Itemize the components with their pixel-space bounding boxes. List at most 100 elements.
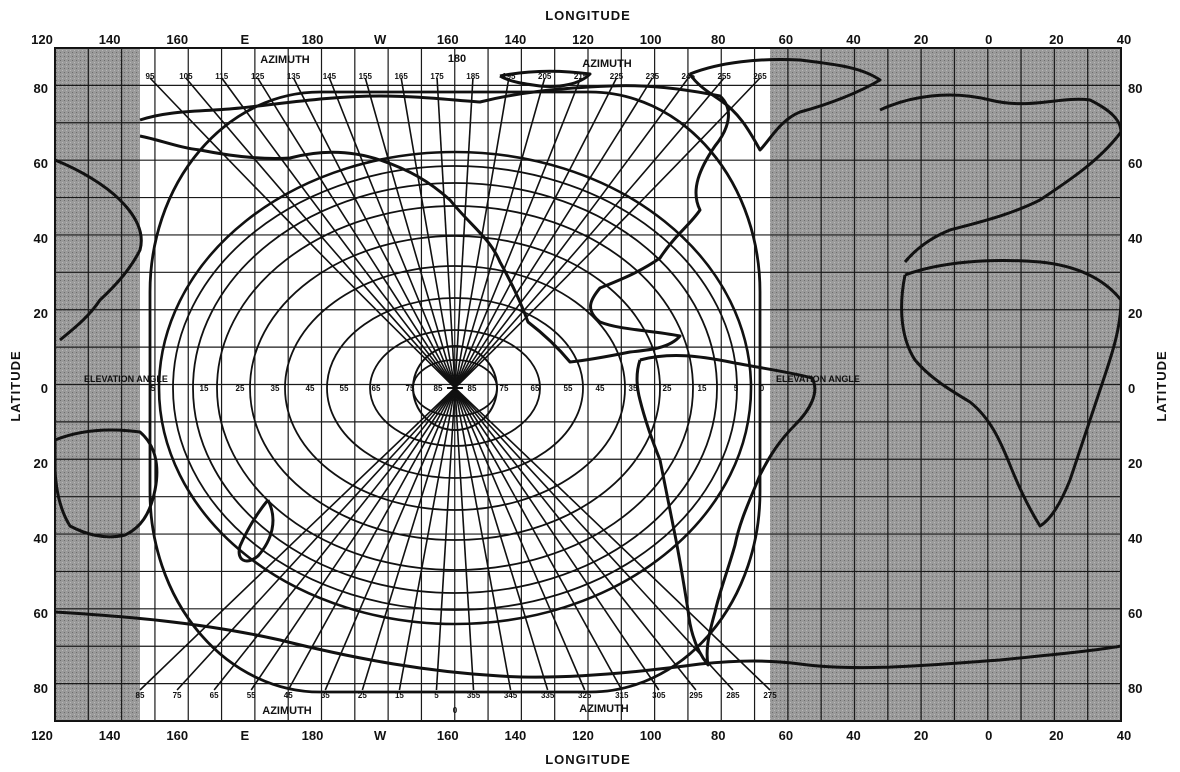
elevation-note-right: ELEVATION ANGLE bbox=[776, 374, 860, 384]
longitude-tick-top: 140 bbox=[99, 32, 121, 47]
elevation-contour bbox=[284, 265, 626, 511]
longitude-tick-bottom: 160 bbox=[437, 728, 459, 743]
elevation-tick: 5 bbox=[151, 384, 156, 393]
latitude-tick-left: 80 bbox=[34, 681, 48, 696]
latitude-tick-left: 0 bbox=[41, 381, 48, 396]
azimuth-tick-top: 235 bbox=[646, 72, 660, 81]
longitude-tick-top: 100 bbox=[640, 32, 662, 47]
longitude-tick-bottom: E bbox=[241, 728, 250, 743]
latitude-tick-left: 60 bbox=[34, 156, 48, 171]
azimuth-tick-top: 135 bbox=[287, 72, 301, 81]
longitude-tick-bottom: W bbox=[374, 728, 387, 743]
azimuth-tick-top: 115 bbox=[215, 72, 228, 81]
elevation-contour bbox=[249, 235, 661, 541]
azimuth-tick-top: 215 bbox=[574, 72, 588, 81]
longitude-tick-top: E bbox=[241, 32, 250, 47]
elevation-tick: 65 bbox=[531, 384, 540, 393]
coast-arctic-islands bbox=[499, 69, 592, 88]
latitude-tick-right: 20 bbox=[1128, 306, 1142, 321]
axis-title-right: LATITUDE bbox=[1154, 350, 1169, 421]
azimuth-tick-bottom: 65 bbox=[210, 691, 219, 700]
elevation-note-left: ELEVATION ANGLE bbox=[84, 374, 168, 384]
azimuth-curve bbox=[176, 387, 456, 691]
azimuth-curve bbox=[454, 77, 689, 389]
azimuth-tick-bottom: 325 bbox=[578, 691, 592, 700]
elevation-tick: 75 bbox=[500, 384, 509, 393]
azimuth-title: AZIMUTH bbox=[262, 705, 312, 717]
longitude-tick-top: W bbox=[374, 32, 387, 47]
longitude-tick-top: 180 bbox=[302, 32, 324, 47]
longitude-tick-bottom: 140 bbox=[99, 728, 121, 743]
azimuth-curve bbox=[400, 77, 456, 389]
azimuth-curve bbox=[436, 77, 456, 389]
azimuth-curve bbox=[213, 387, 456, 691]
azimuth-curve bbox=[292, 77, 456, 389]
tick-labels: 120 120 140 140 160 160 E E 180 180 W W 160 160 140 140… bbox=[31, 32, 1142, 743]
elevation-tick: 45 bbox=[596, 384, 605, 393]
longitude-tick-bottom: 120 bbox=[31, 728, 53, 743]
latitude-tick-left: 40 bbox=[34, 531, 48, 546]
coast-new-zealand bbox=[237, 499, 275, 563]
longitude-tick-top: 60 bbox=[779, 32, 793, 47]
azimuth-tick-top: 165 bbox=[394, 72, 408, 81]
latitude-tick-left: 60 bbox=[34, 606, 48, 621]
longitude-tick-bottom: 160 bbox=[166, 728, 188, 743]
azimuth-tick-top: 155 bbox=[359, 72, 373, 81]
azimuth-tick-bottom: 295 bbox=[689, 691, 703, 700]
longitude-tick-top: 0 bbox=[985, 32, 992, 47]
coast-south-america bbox=[635, 354, 817, 667]
azimuth-tick-bottom: 15 bbox=[395, 691, 404, 700]
azimuth-curve bbox=[324, 387, 456, 691]
longitude-tick-top: 140 bbox=[505, 32, 527, 47]
azimuth-tick-bottom: 305 bbox=[652, 691, 666, 700]
elevation-tick: 85 bbox=[468, 384, 477, 393]
azimuth-center-bottom: 0 bbox=[453, 706, 458, 715]
azimuth-curve bbox=[454, 387, 586, 691]
elevation-contour bbox=[157, 150, 753, 626]
elevation-contour bbox=[192, 182, 718, 594]
elevation-tick: 15 bbox=[698, 384, 707, 393]
azimuth-elevation-overlay bbox=[139, 77, 771, 694]
azimuth-tick-top: 125 bbox=[251, 72, 265, 81]
azimuth-curve bbox=[454, 77, 618, 389]
longitude-tick-bottom: 120 bbox=[572, 728, 594, 743]
longitude-tick-top: 20 bbox=[1049, 32, 1063, 47]
azimuth-tick-bottom: 315 bbox=[615, 691, 629, 700]
coast-antarctica bbox=[55, 610, 1121, 679]
longitude-tick-bottom: 40 bbox=[846, 728, 860, 743]
azimuth-tick-bottom: 55 bbox=[247, 691, 256, 700]
azimuth-center-top: 180 bbox=[448, 53, 466, 65]
azimuth-curve bbox=[250, 387, 456, 691]
azimuth-curve bbox=[221, 77, 456, 389]
coastlines bbox=[55, 58, 1121, 679]
azimuth-curve bbox=[149, 77, 456, 389]
azimuth-tick-top: 245 bbox=[682, 72, 696, 81]
azimuth-curve bbox=[454, 77, 654, 389]
azimuth-curve bbox=[454, 387, 549, 691]
azimuth-curve bbox=[454, 387, 475, 691]
latitude-tick-right: 40 bbox=[1128, 531, 1142, 546]
longitude-tick-top: 40 bbox=[1117, 32, 1131, 47]
elevation-tick: 35 bbox=[271, 384, 280, 393]
axis-title-left: LATITUDE bbox=[8, 350, 23, 421]
azimuth-tick-top: 95 bbox=[146, 72, 155, 81]
elevation-tick: 25 bbox=[236, 384, 245, 393]
azimuth-tick-bottom: 85 bbox=[136, 691, 145, 700]
azimuth-curve bbox=[364, 77, 456, 389]
azimuth-tick-bottom: 45 bbox=[284, 691, 293, 700]
azimuth-tick-top: 255 bbox=[717, 72, 731, 81]
azimuth-title: AZIMUTH bbox=[582, 58, 632, 70]
azimuth-tick-bottom: 35 bbox=[321, 691, 330, 700]
azimuth-curve bbox=[328, 77, 456, 389]
latitude-tick-right: 80 bbox=[1128, 681, 1142, 696]
azimuth-curve bbox=[454, 77, 474, 389]
azimuth-curve bbox=[454, 77, 761, 389]
elevation-contour bbox=[369, 329, 541, 447]
azimuth-tick-top: 145 bbox=[323, 72, 337, 81]
coast-australia bbox=[55, 428, 159, 539]
axis-title-top: LONGITUDE bbox=[545, 8, 631, 23]
longitude-tick-bottom: 180 bbox=[302, 728, 324, 743]
azimuth-curve bbox=[139, 387, 456, 691]
latitude-tick-left: 80 bbox=[34, 81, 48, 96]
